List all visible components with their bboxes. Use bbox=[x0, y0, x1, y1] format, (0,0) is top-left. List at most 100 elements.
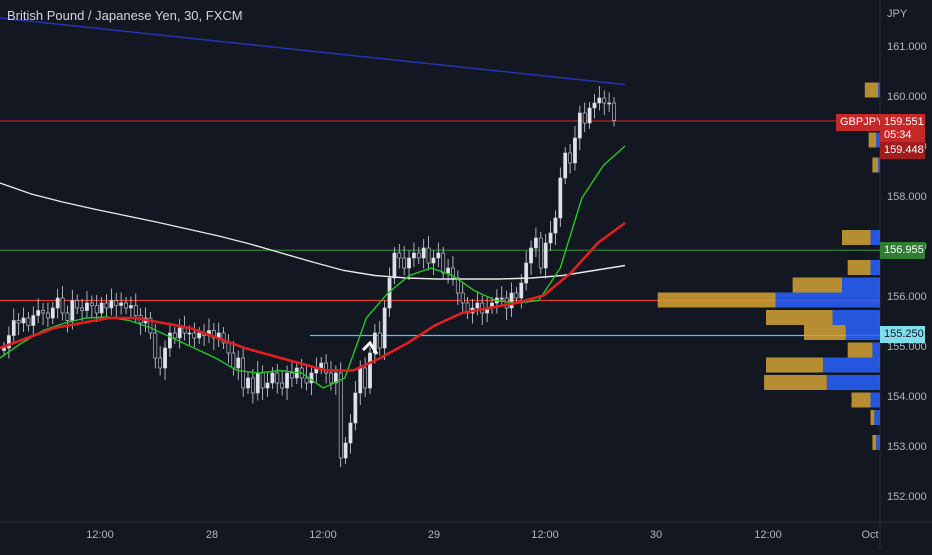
y-tick-label: 153.000 bbox=[887, 441, 927, 453]
candle-body bbox=[46, 312, 50, 319]
candle-body bbox=[246, 377, 250, 389]
volume-bar-up bbox=[847, 342, 873, 358]
volume-bar-down bbox=[874, 410, 880, 425]
candle-body bbox=[50, 307, 55, 319]
candle-body bbox=[392, 252, 397, 279]
candle-body bbox=[285, 372, 289, 389]
candle-body bbox=[368, 352, 372, 389]
candle-body bbox=[324, 362, 328, 374]
candle-body bbox=[197, 332, 202, 339]
candle-body bbox=[163, 347, 167, 369]
candle-body bbox=[290, 372, 294, 379]
candle-body bbox=[612, 102, 616, 121]
volume-bar-down bbox=[826, 375, 880, 390]
candle-body bbox=[172, 332, 177, 339]
candle-body bbox=[177, 327, 182, 339]
y-tick-label: 156.000 bbox=[887, 291, 927, 303]
last-price-tag: 159.551 bbox=[880, 114, 925, 131]
candle-body bbox=[85, 302, 89, 311]
candle-body bbox=[348, 422, 353, 444]
candle-body bbox=[577, 112, 582, 139]
candle-body bbox=[80, 307, 84, 311]
candle-body bbox=[446, 267, 450, 274]
candle-body bbox=[538, 237, 543, 269]
volume-bar-up bbox=[792, 277, 842, 293]
candle-body bbox=[31, 315, 36, 326]
moving-average-line bbox=[0, 221, 626, 372]
x-tick-label: 12:00 bbox=[309, 529, 337, 541]
candle-body bbox=[475, 302, 480, 309]
candle-body bbox=[426, 247, 431, 264]
candle-body bbox=[441, 252, 446, 274]
candle-body bbox=[75, 300, 80, 309]
candle-body bbox=[260, 372, 265, 389]
blue-line-tag: 155.250 bbox=[880, 326, 925, 343]
candle-body bbox=[412, 252, 416, 259]
candle-body bbox=[36, 310, 41, 316]
moving-average-line bbox=[0, 17, 626, 86]
candle-body bbox=[60, 297, 65, 314]
candle-body bbox=[563, 152, 568, 179]
volume-bar-up bbox=[657, 292, 776, 308]
candle-body bbox=[529, 247, 533, 264]
volume-bar-down bbox=[876, 132, 880, 148]
candle-body bbox=[187, 332, 192, 335]
candle-body bbox=[55, 297, 60, 309]
volume-bar-down bbox=[870, 392, 880, 408]
chart-title: British Pound / Japanese Yen, 30, FXCM bbox=[7, 8, 243, 23]
volume-bar-down bbox=[878, 82, 880, 98]
candle-body bbox=[148, 317, 153, 334]
candle-body bbox=[280, 382, 285, 389]
candle-body bbox=[133, 305, 138, 316]
volume-bar-up bbox=[851, 392, 871, 408]
candle-body bbox=[455, 277, 460, 294]
volume-bar-up bbox=[872, 435, 877, 450]
candle-body bbox=[421, 247, 426, 259]
candle-body bbox=[241, 357, 246, 389]
candle-body bbox=[2, 347, 6, 351]
candle-body bbox=[226, 342, 231, 354]
candle-body bbox=[534, 237, 538, 249]
candle-body bbox=[65, 312, 70, 321]
candle-body bbox=[182, 327, 187, 334]
volume-bar-up bbox=[842, 230, 871, 245]
candle-body bbox=[338, 372, 343, 459]
candle-body bbox=[124, 302, 128, 309]
candle-body bbox=[543, 242, 548, 269]
candle-body bbox=[597, 97, 602, 104]
chart-cursor-icon bbox=[361, 340, 379, 355]
candle-body bbox=[99, 302, 104, 314]
candle-body bbox=[568, 152, 572, 164]
other-price-tag: 159.448 bbox=[880, 142, 925, 159]
candle-body bbox=[119, 302, 124, 306]
candle-body bbox=[363, 367, 368, 389]
candle-body bbox=[94, 305, 99, 314]
currency-label: JPY bbox=[887, 8, 908, 20]
volume-bar-down bbox=[842, 277, 880, 293]
y-tick-label: 158.000 bbox=[887, 191, 927, 203]
candle-body bbox=[319, 362, 324, 369]
x-tick-label: 12:00 bbox=[531, 529, 559, 541]
y-tick-label: 161.000 bbox=[887, 41, 927, 53]
candle-body bbox=[451, 267, 455, 279]
green-line-tag: 156.955 bbox=[880, 242, 925, 259]
x-tick-label: 28 bbox=[205, 529, 219, 541]
candle-body bbox=[153, 332, 158, 359]
volume-bar-up bbox=[764, 375, 827, 390]
candle-body bbox=[250, 377, 255, 394]
x-tick-label: 29 bbox=[427, 529, 441, 541]
countdown-tag: 05:34 bbox=[880, 127, 925, 144]
y-tick-label: 152.000 bbox=[887, 491, 927, 503]
candle-body bbox=[11, 320, 16, 336]
candle-body bbox=[333, 372, 338, 384]
volume-bar-up bbox=[766, 310, 833, 325]
volume-bar-up bbox=[868, 132, 877, 148]
candle-body bbox=[592, 102, 597, 109]
x-tick-label: 30 bbox=[649, 529, 663, 541]
candle-body bbox=[236, 357, 241, 369]
x-tick-label: Oct bbox=[861, 529, 879, 541]
volume-bar-up bbox=[872, 157, 879, 173]
candle-body bbox=[548, 232, 553, 244]
candle-body bbox=[358, 367, 363, 394]
